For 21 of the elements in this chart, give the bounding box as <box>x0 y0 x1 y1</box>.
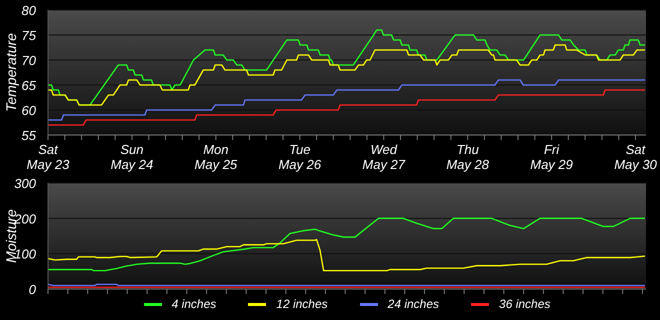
x-tick-label: Sat May 30 <box>614 142 658 172</box>
x-tick-label: Wed May 27 <box>362 142 406 172</box>
legend-label: 24 inches <box>388 297 440 311</box>
y-tick-label: 55 <box>22 128 37 143</box>
x-tick-label: Sat May 23 <box>26 142 70 172</box>
y-tick-label: 60 <box>22 103 37 118</box>
y-tick-label: 65 <box>22 78 37 93</box>
x-tick-label: Thu May 28 <box>446 142 490 172</box>
x-tick-label: Mon May 25 <box>194 142 238 172</box>
x-tick-label: Sun May 24 <box>110 142 154 172</box>
y-axis-title: Temperature <box>2 32 19 112</box>
legend-label: 4 inches <box>172 297 216 311</box>
x-tick-label: Fri May 29 <box>530 142 573 172</box>
y-tick-label: 0 <box>28 282 37 297</box>
legend-label: 36 inches <box>499 297 550 311</box>
y-tick-label: 300 <box>14 176 37 191</box>
legend-label: 12 inches <box>276 297 328 311</box>
y-tick-label: 80 <box>22 3 37 18</box>
y-tick-label: 70 <box>22 53 37 68</box>
y-tick-label: 75 <box>22 28 37 43</box>
x-tick-label: Tue May 26 <box>278 142 322 172</box>
